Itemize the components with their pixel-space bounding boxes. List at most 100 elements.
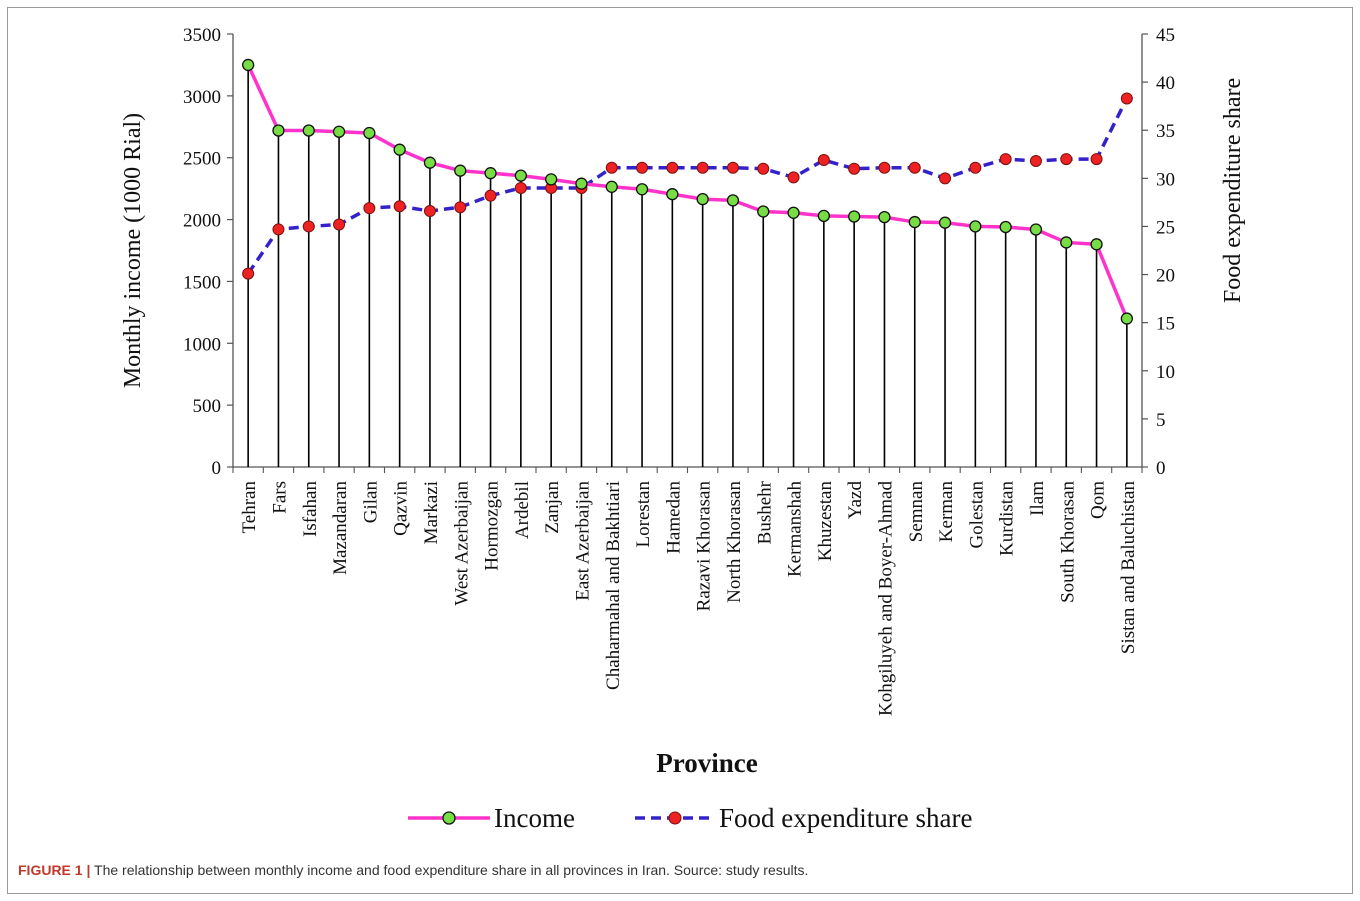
income-point [332, 125, 346, 138]
caption-text: The relationship between monthly income … [94, 862, 809, 878]
food-share-point [787, 171, 800, 184]
right-tick-label: 30 [1156, 169, 1175, 190]
x-category-label: Semnan [906, 481, 927, 543]
right-tick-label: 25 [1156, 217, 1175, 238]
food-share-point [757, 162, 770, 175]
income-point [696, 193, 709, 206]
income-point [635, 183, 649, 196]
income-point [1090, 238, 1103, 251]
food-share-point [393, 200, 406, 213]
x-category-label: Qazvin [391, 481, 412, 536]
x-category-label: Isfahan [300, 481, 321, 537]
right-tick-label: 35 [1156, 121, 1175, 142]
income-point [817, 209, 830, 223]
food-share-point [1120, 92, 1133, 105]
right-tick-label: 10 [1156, 362, 1175, 383]
left-tick-label: 3000 [183, 87, 221, 108]
income-point [241, 58, 255, 72]
right-tick-label: 40 [1156, 73, 1175, 94]
x-category-label: Tehran [239, 481, 260, 534]
right-axis-title: Food expenditure share [1220, 78, 1246, 303]
food-share-point [636, 161, 649, 174]
left-tick-label: 1500 [183, 272, 221, 293]
x-category-label: West Azerbaijan [451, 481, 472, 606]
food-share-point [1060, 153, 1073, 166]
food-share-point [484, 189, 497, 202]
food-share-point [817, 154, 830, 167]
food-share-point [726, 161, 739, 174]
x-category-label: Ardebil [512, 481, 533, 539]
left-tick-label: 500 [193, 396, 222, 417]
income-point [878, 210, 891, 224]
left-tick-label: 2500 [183, 149, 221, 170]
x-category-label: Bushehr [754, 480, 775, 544]
legend-food-label: Food expenditure share [719, 803, 972, 833]
income-point [302, 124, 315, 137]
income-point [575, 177, 588, 190]
right-tick-label: 15 [1156, 314, 1175, 335]
income-point [969, 220, 982, 233]
food-share-point [423, 205, 436, 218]
food-share-point [696, 161, 709, 174]
food-share-series-line [246, 97, 1129, 275]
income-point [666, 188, 679, 201]
x-category-label: Khuzestan [815, 481, 836, 562]
x-category-label: Lorestan [633, 481, 654, 548]
income-point [1029, 223, 1043, 236]
x-category-label: North Khorasan [724, 481, 745, 603]
right-tick-label: 20 [1156, 266, 1175, 287]
food-share-point [514, 181, 527, 194]
x-category-label: Markazi [421, 481, 442, 544]
x-category-label: Razavi Khorasan [694, 481, 715, 612]
income-point [757, 205, 770, 218]
x-category-label: Kermanshah [785, 481, 806, 578]
food-share-point [242, 267, 255, 280]
income-point [423, 156, 437, 169]
food-share-point [848, 162, 861, 175]
food-share-point [454, 201, 467, 214]
x-category-label: Gilan [360, 481, 381, 524]
income-series-line [246, 64, 1129, 320]
food-share-point [939, 172, 952, 185]
legend-income-marker [442, 811, 456, 825]
income-point [999, 220, 1012, 234]
food-share-point [1029, 155, 1042, 168]
income-point [1060, 236, 1073, 249]
x-category-label: South Khorasan [1057, 481, 1078, 603]
income-point [454, 164, 467, 177]
income-point [484, 167, 497, 180]
x-category-label: Hormozgan [482, 481, 503, 571]
food-share-point [333, 218, 346, 231]
food-share-point [878, 161, 891, 174]
legend-food-marker [668, 811, 682, 825]
figure-caption: FIGURE 1 | The relationship between mont… [18, 862, 808, 878]
legend-income-label: Income [494, 803, 575, 833]
food-share-point [969, 161, 982, 174]
income-point [545, 173, 558, 186]
food-share-point [363, 202, 376, 215]
x-category-label: Kurdistan [997, 481, 1018, 556]
food-share-point [1090, 153, 1103, 166]
x-category-label: Mazandaran [330, 481, 351, 575]
left-axis-title: Monthly income (1000 Rial) [120, 113, 146, 388]
left-tick-label: 1000 [183, 334, 221, 355]
income-point [272, 124, 285, 137]
figure-frame [7, 7, 1353, 894]
x-category-label: Qom [1088, 481, 1109, 519]
right-tick-label: 0 [1156, 458, 1166, 479]
income-point [605, 180, 618, 193]
x-category-label: East Azerbaijan [572, 481, 593, 601]
left-tick-label: 0 [212, 458, 222, 479]
income-point [1120, 312, 1133, 325]
x-category-label: Kohgiluyeh and Boyer-Ahmad [875, 481, 896, 716]
food-share-point [302, 220, 315, 233]
income-point [363, 126, 376, 140]
income-point [848, 210, 861, 223]
income-point [908, 215, 921, 229]
left-tick-label: 2000 [183, 211, 221, 232]
x-category-label: Golestan [966, 481, 987, 549]
x-category-label: Sistan and Baluchistan [1118, 481, 1139, 655]
x-category-label: Kerman [936, 481, 957, 543]
x-category-label: Ilam [1027, 481, 1048, 516]
food-share-point [272, 223, 285, 236]
